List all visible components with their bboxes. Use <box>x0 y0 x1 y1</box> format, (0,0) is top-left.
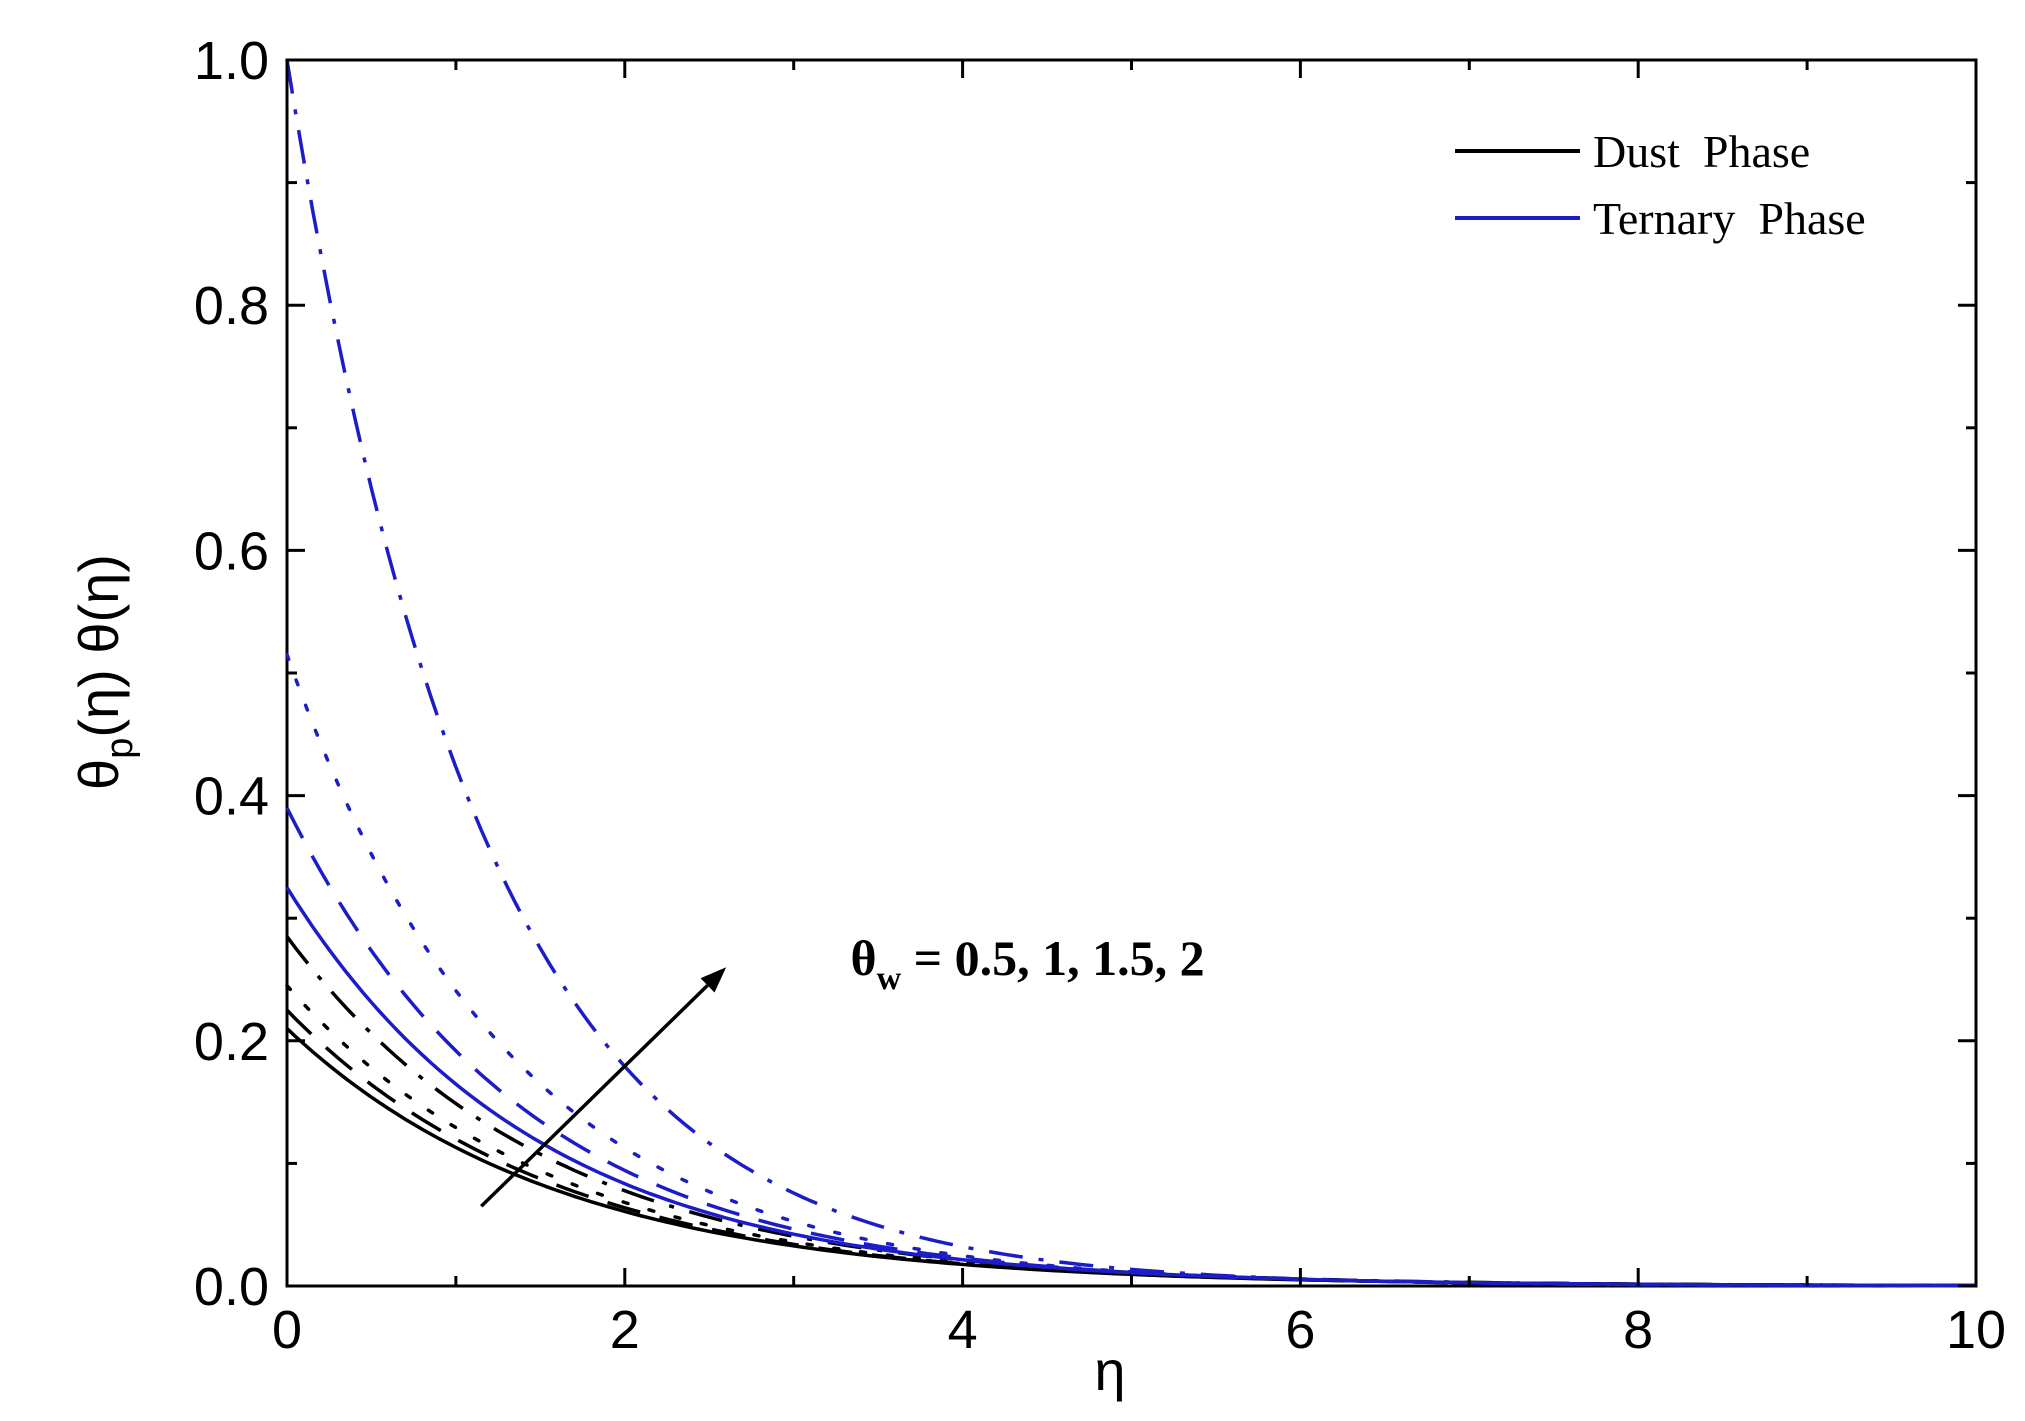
series-dust-0_5 <box>285 1027 1976 1288</box>
annotation-sub: w <box>877 960 902 997</box>
y-tick-label: 1.0 <box>194 31 269 91</box>
series-dust-1_5 <box>285 983 1978 1288</box>
legend-label-dust: Dust Phase <box>1593 126 1810 177</box>
y-axis-label-sub: p <box>99 738 141 759</box>
annotation-rest: = 0.5, 1, 1.5, 2 <box>901 930 1205 986</box>
series-dust-2 <box>285 935 1976 1288</box>
annotation-main: θ <box>851 930 877 986</box>
y-tick-label: 0.8 <box>194 276 269 336</box>
svg-text:θw = 0.5, 1, 1.5, 2: θw = 0.5, 1, 1.5, 2 <box>763 930 1267 997</box>
ticks-layer: 0 2 4 6 8 10 0.0 0.2 0.4 0.6 0.8 1.0 <box>194 31 2006 1360</box>
series-ternary-1 <box>285 807 1976 1288</box>
y-axis-label-main: θ <box>67 759 130 790</box>
y-tick-label: 0.4 <box>194 767 269 827</box>
y-axis-label-rest: (η) θ(η) <box>67 554 130 738</box>
x-tick-label: 4 <box>948 1300 978 1360</box>
series-layer <box>285 59 1978 1288</box>
y-axis-label: θp(η) θ(η) <box>67 554 141 790</box>
legend: Dust Phase Ternary Phase <box>1455 126 1866 244</box>
x-axis-label: η <box>1094 1339 1125 1402</box>
legend-label-ternary: Ternary Phase <box>1593 193 1866 244</box>
y-tick-label: 0.2 <box>194 1012 269 1072</box>
x-tick-label: 8 <box>1623 1300 1653 1360</box>
svg-text:θp(η) θ(η): θp(η) θ(η) <box>67 554 141 790</box>
series-ternary-1_5 <box>285 652 1978 1288</box>
x-tick-label: 10 <box>1946 1300 2006 1360</box>
annotation-arrowhead <box>700 967 727 993</box>
y-tick-label: 0.6 <box>194 521 269 581</box>
series-ternary-2 <box>285 59 1976 1288</box>
y-tick-label: 0.0 <box>194 1257 269 1317</box>
x-tick-label: 0 <box>272 1300 302 1360</box>
annotation: θw = 0.5, 1, 1.5, 2 <box>480 930 1267 1208</box>
x-tick-label: 6 <box>1285 1300 1315 1360</box>
annotation-arrow <box>480 984 709 1208</box>
x-tick-label: 2 <box>610 1300 640 1360</box>
